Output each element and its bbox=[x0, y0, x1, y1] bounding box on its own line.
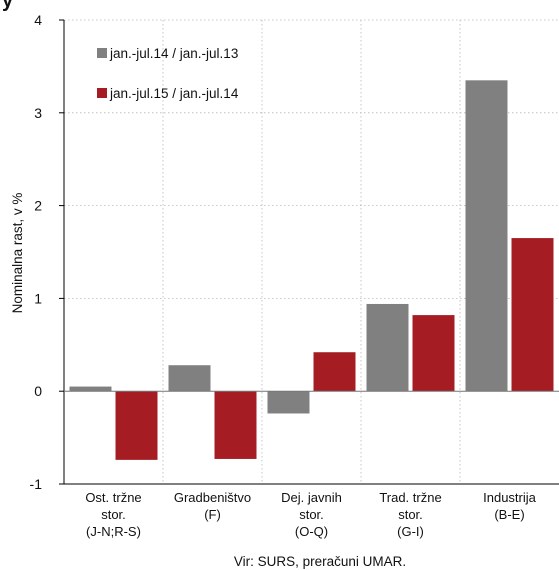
bar-series-2-cat-2 bbox=[214, 391, 257, 459]
x-category-label: Dej. javnih bbox=[281, 490, 342, 505]
bar-series-1-cat-2 bbox=[168, 365, 211, 392]
x-category-label: Gradbeništvo bbox=[174, 490, 251, 505]
y-tick-label: 0 bbox=[34, 383, 42, 399]
legend-label: jan.-jul.15 / jan.-jul.14 bbox=[109, 86, 239, 101]
y-tick-label: 2 bbox=[34, 198, 42, 214]
bar-series-1-cat-1 bbox=[69, 386, 112, 392]
axes bbox=[63, 20, 559, 485]
legend-swatch bbox=[97, 88, 107, 98]
x-category-label: Trad. tržne bbox=[379, 490, 441, 505]
x-category-label: (J-N;R-S) bbox=[86, 524, 141, 539]
source-note: Vir: SURS, preračuni UMAR. bbox=[234, 554, 406, 569]
y-axis-ticks: -1 0 1 2 3 4 bbox=[30, 12, 64, 492]
y-tick-label: 3 bbox=[34, 105, 42, 121]
bar-series-2-cat-1 bbox=[115, 391, 158, 460]
bar-series-2-cat-3 bbox=[313, 352, 356, 392]
x-category-label: Industrija bbox=[483, 490, 537, 505]
x-category-label: stor. bbox=[299, 507, 324, 522]
legend-label: jan.-jul.14 / jan.-jul.13 bbox=[109, 46, 238, 61]
x-category-label: Ost. tržne bbox=[85, 490, 141, 505]
x-category-label: stor. bbox=[398, 507, 423, 522]
bar-series-1-cat-3 bbox=[267, 391, 310, 414]
x-category-label: stor. bbox=[101, 507, 126, 522]
legend-swatch bbox=[97, 48, 107, 58]
cropped-title-fragment: y bbox=[2, 0, 14, 12]
x-category-label: (F) bbox=[204, 507, 221, 522]
x-category-label: (G-I) bbox=[397, 524, 424, 539]
legend: jan.-jul.14 / jan.-jul.13 jan.-jul.15 / j… bbox=[97, 46, 239, 101]
y-tick-label: 4 bbox=[34, 12, 42, 28]
bar-series-1-cat-4 bbox=[366, 303, 409, 392]
x-axis-labels: Ost. tržne stor. (J-N;R-S) Gradbeništvo (F) D… bbox=[85, 490, 536, 539]
x-category-label: (O-Q) bbox=[295, 524, 328, 539]
bar-series-2-cat-5 bbox=[511, 238, 554, 392]
y-tick-label: -1 bbox=[30, 476, 43, 492]
y-axis-title: Nominalna rast, v % bbox=[10, 193, 25, 314]
bar-series-1-cat-5 bbox=[465, 80, 508, 392]
y-tick-label: 1 bbox=[34, 290, 42, 306]
bars bbox=[69, 80, 554, 460]
bar-series-2-cat-4 bbox=[412, 315, 455, 392]
x-category-label: (B-E) bbox=[494, 507, 524, 522]
